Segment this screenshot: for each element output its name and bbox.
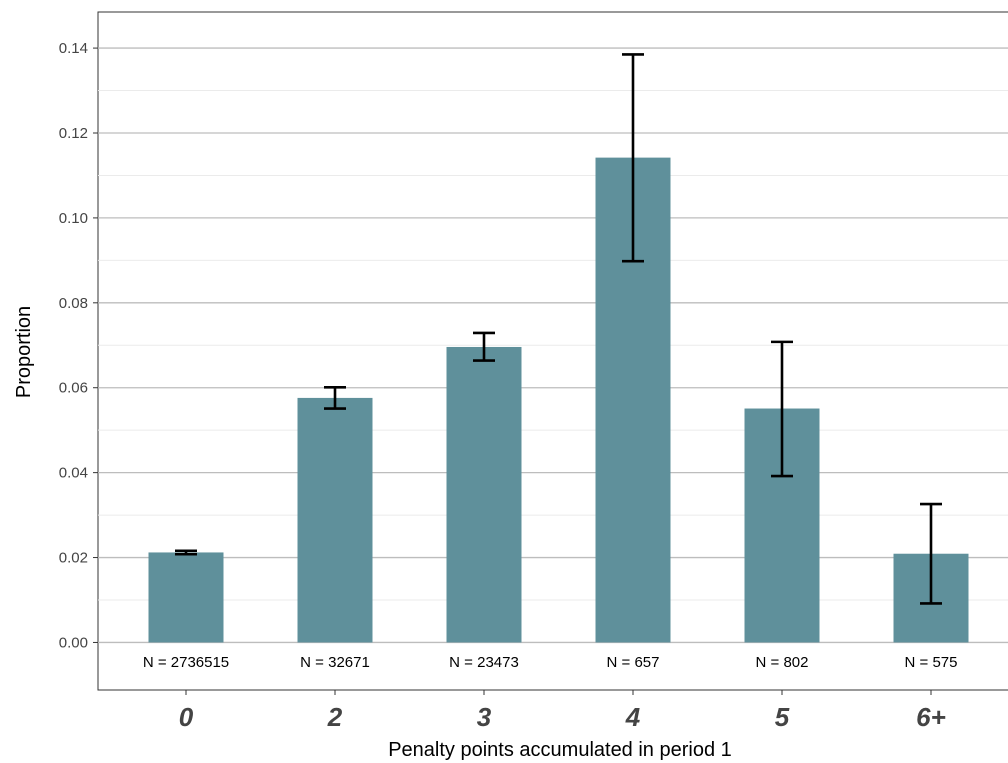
y-tick-label: 0.00 (59, 634, 88, 651)
bar-0 (148, 552, 224, 643)
error-bars (175, 53, 942, 605)
bar-2 (297, 397, 373, 643)
n-label-2: N = 32671 (300, 654, 370, 671)
y-axis-title: Proportion (13, 306, 35, 398)
n-label-6+: N = 575 (905, 654, 958, 671)
x-axis-title: Penalty points accumulated in period 1 (388, 739, 732, 761)
n-labels: N = 2736515 N = 32671 N = 23473 N = 657 N = … (143, 654, 958, 671)
error-bar-3 (473, 331, 495, 362)
grid-lines (98, 47, 1008, 644)
x-tick-label-4: 4 (625, 702, 641, 732)
y-tick-label: 0.06 (59, 380, 88, 397)
n-label-0: N = 2736515 (143, 654, 229, 671)
n-label-3: N = 23473 (449, 654, 519, 671)
y-tick-label: 0.02 (59, 550, 88, 567)
n-label-4: N = 657 (607, 654, 660, 671)
x-tick-label-5: 5 (775, 702, 790, 732)
y-tick-label: 0.04 (59, 465, 88, 482)
y-tick-label: 0.14 (59, 40, 88, 57)
error-bar-2 (324, 385, 346, 410)
error-bar-4 (622, 53, 644, 263)
bars (148, 157, 969, 643)
y-tick-label: 0.10 (59, 210, 88, 227)
x-tick-label-0: 0 (179, 702, 194, 732)
x-tick-label-2: 2 (327, 702, 343, 732)
error-bar-5 (771, 340, 793, 478)
error-bar-6+ (920, 502, 942, 605)
plot-panel (97, 11, 1008, 691)
x-tick-label-6+: 6+ (916, 702, 946, 732)
bar-3 (446, 346, 522, 643)
y-tick-label: 0.12 (59, 125, 88, 142)
y-axis: 0.00 0.02 0.04 0.06 0.08 0.10 0.12 0.14 (59, 40, 98, 651)
y-tick-label: 0.08 (59, 295, 88, 312)
x-tick-label-3: 3 (477, 702, 492, 732)
error-bar-0 (175, 549, 197, 556)
x-axis: 0 2 3 4 5 6+ (179, 690, 946, 732)
n-label-5: N = 802 (756, 654, 809, 671)
